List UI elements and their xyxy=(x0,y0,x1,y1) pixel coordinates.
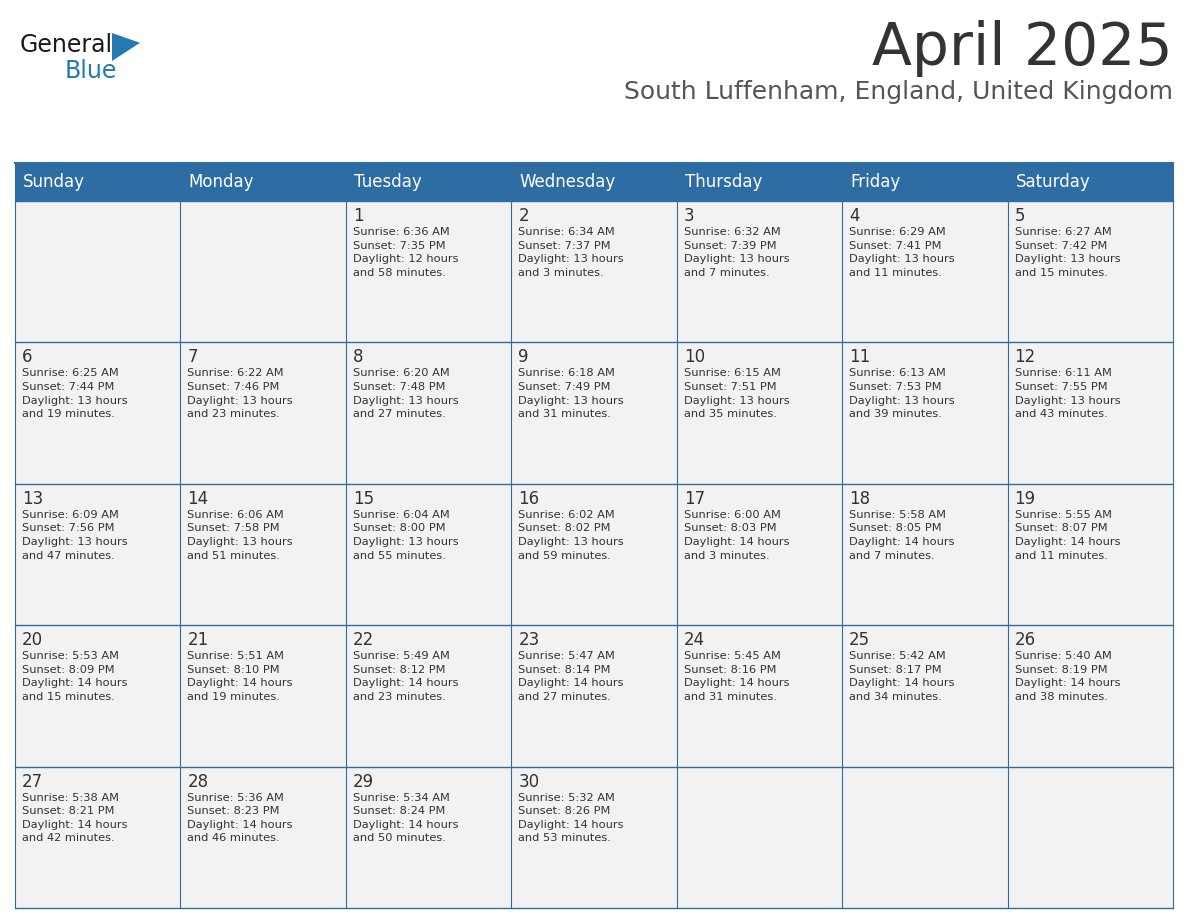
Text: Sunrise: 6:02 AM
Sunset: 8:02 PM
Daylight: 13 hours
and 59 minutes.: Sunrise: 6:02 AM Sunset: 8:02 PM Dayligh… xyxy=(518,509,624,561)
Bar xyxy=(15,163,1173,201)
Text: Friday: Friday xyxy=(851,173,901,191)
Text: 29: 29 xyxy=(353,773,374,790)
Text: Sunrise: 5:38 AM
Sunset: 8:21 PM
Daylight: 14 hours
and 42 minutes.: Sunrise: 5:38 AM Sunset: 8:21 PM Dayligh… xyxy=(23,792,127,844)
Text: 15: 15 xyxy=(353,490,374,508)
Text: 5: 5 xyxy=(1015,207,1025,225)
Text: 25: 25 xyxy=(849,632,871,649)
Text: Sunrise: 6:04 AM
Sunset: 8:00 PM
Daylight: 13 hours
and 55 minutes.: Sunrise: 6:04 AM Sunset: 8:00 PM Dayligh… xyxy=(353,509,459,561)
Text: South Luffenham, England, United Kingdom: South Luffenham, England, United Kingdom xyxy=(624,80,1173,104)
Text: Sunrise: 5:49 AM
Sunset: 8:12 PM
Daylight: 14 hours
and 23 minutes.: Sunrise: 5:49 AM Sunset: 8:12 PM Dayligh… xyxy=(353,651,459,702)
Text: 13: 13 xyxy=(23,490,43,508)
Text: Tuesday: Tuesday xyxy=(354,173,422,191)
Text: Sunrise: 6:18 AM
Sunset: 7:49 PM
Daylight: 13 hours
and 31 minutes.: Sunrise: 6:18 AM Sunset: 7:49 PM Dayligh… xyxy=(518,368,624,420)
Text: 28: 28 xyxy=(188,773,209,790)
Text: Sunrise: 6:29 AM
Sunset: 7:41 PM
Daylight: 13 hours
and 11 minutes.: Sunrise: 6:29 AM Sunset: 7:41 PM Dayligh… xyxy=(849,227,955,278)
Text: Blue: Blue xyxy=(65,59,118,83)
Text: 20: 20 xyxy=(23,632,43,649)
Text: 8: 8 xyxy=(353,349,364,366)
Text: Sunrise: 5:53 AM
Sunset: 8:09 PM
Daylight: 14 hours
and 15 minutes.: Sunrise: 5:53 AM Sunset: 8:09 PM Dayligh… xyxy=(23,651,127,702)
Text: 11: 11 xyxy=(849,349,871,366)
Text: Sunrise: 6:09 AM
Sunset: 7:56 PM
Daylight: 13 hours
and 47 minutes.: Sunrise: 6:09 AM Sunset: 7:56 PM Dayligh… xyxy=(23,509,127,561)
Text: 19: 19 xyxy=(1015,490,1036,508)
Bar xyxy=(15,484,1173,625)
Text: 1: 1 xyxy=(353,207,364,225)
Bar xyxy=(15,342,1173,484)
Text: Saturday: Saturday xyxy=(1016,173,1091,191)
Text: General: General xyxy=(20,33,113,57)
Text: Monday: Monday xyxy=(189,173,254,191)
Polygon shape xyxy=(112,33,140,61)
Text: 16: 16 xyxy=(518,490,539,508)
Text: Sunrise: 5:34 AM
Sunset: 8:24 PM
Daylight: 14 hours
and 50 minutes.: Sunrise: 5:34 AM Sunset: 8:24 PM Dayligh… xyxy=(353,792,459,844)
Bar xyxy=(15,201,1173,342)
Text: Sunrise: 5:36 AM
Sunset: 8:23 PM
Daylight: 14 hours
and 46 minutes.: Sunrise: 5:36 AM Sunset: 8:23 PM Dayligh… xyxy=(188,792,293,844)
Text: April 2025: April 2025 xyxy=(872,20,1173,77)
Text: Sunrise: 5:40 AM
Sunset: 8:19 PM
Daylight: 14 hours
and 38 minutes.: Sunrise: 5:40 AM Sunset: 8:19 PM Dayligh… xyxy=(1015,651,1120,702)
Text: Sunrise: 5:45 AM
Sunset: 8:16 PM
Daylight: 14 hours
and 31 minutes.: Sunrise: 5:45 AM Sunset: 8:16 PM Dayligh… xyxy=(684,651,789,702)
Bar xyxy=(15,625,1173,767)
Text: 12: 12 xyxy=(1015,349,1036,366)
Text: 2: 2 xyxy=(518,207,529,225)
Text: 17: 17 xyxy=(684,490,704,508)
Text: Sunrise: 6:20 AM
Sunset: 7:48 PM
Daylight: 13 hours
and 27 minutes.: Sunrise: 6:20 AM Sunset: 7:48 PM Dayligh… xyxy=(353,368,459,420)
Text: 3: 3 xyxy=(684,207,694,225)
Text: 9: 9 xyxy=(518,349,529,366)
Text: Sunrise: 6:15 AM
Sunset: 7:51 PM
Daylight: 13 hours
and 35 minutes.: Sunrise: 6:15 AM Sunset: 7:51 PM Dayligh… xyxy=(684,368,789,420)
Text: Sunrise: 5:42 AM
Sunset: 8:17 PM
Daylight: 14 hours
and 34 minutes.: Sunrise: 5:42 AM Sunset: 8:17 PM Dayligh… xyxy=(849,651,955,702)
Text: Sunrise: 6:27 AM
Sunset: 7:42 PM
Daylight: 13 hours
and 15 minutes.: Sunrise: 6:27 AM Sunset: 7:42 PM Dayligh… xyxy=(1015,227,1120,278)
Text: Sunrise: 5:32 AM
Sunset: 8:26 PM
Daylight: 14 hours
and 53 minutes.: Sunrise: 5:32 AM Sunset: 8:26 PM Dayligh… xyxy=(518,792,624,844)
Text: Sunrise: 6:25 AM
Sunset: 7:44 PM
Daylight: 13 hours
and 19 minutes.: Sunrise: 6:25 AM Sunset: 7:44 PM Dayligh… xyxy=(23,368,127,420)
Text: Sunrise: 5:47 AM
Sunset: 8:14 PM
Daylight: 14 hours
and 27 minutes.: Sunrise: 5:47 AM Sunset: 8:14 PM Dayligh… xyxy=(518,651,624,702)
Text: 30: 30 xyxy=(518,773,539,790)
Text: Wednesday: Wednesday xyxy=(519,173,615,191)
Text: 18: 18 xyxy=(849,490,871,508)
Text: Sunrise: 6:22 AM
Sunset: 7:46 PM
Daylight: 13 hours
and 23 minutes.: Sunrise: 6:22 AM Sunset: 7:46 PM Dayligh… xyxy=(188,368,293,420)
Text: 10: 10 xyxy=(684,349,704,366)
Text: Sunday: Sunday xyxy=(23,173,86,191)
Text: Sunrise: 6:11 AM
Sunset: 7:55 PM
Daylight: 13 hours
and 43 minutes.: Sunrise: 6:11 AM Sunset: 7:55 PM Dayligh… xyxy=(1015,368,1120,420)
Text: 22: 22 xyxy=(353,632,374,649)
Text: Sunrise: 5:58 AM
Sunset: 8:05 PM
Daylight: 14 hours
and 7 minutes.: Sunrise: 5:58 AM Sunset: 8:05 PM Dayligh… xyxy=(849,509,955,561)
Text: Sunrise: 6:13 AM
Sunset: 7:53 PM
Daylight: 13 hours
and 39 minutes.: Sunrise: 6:13 AM Sunset: 7:53 PM Dayligh… xyxy=(849,368,955,420)
Text: 26: 26 xyxy=(1015,632,1036,649)
Text: Sunrise: 5:55 AM
Sunset: 8:07 PM
Daylight: 14 hours
and 11 minutes.: Sunrise: 5:55 AM Sunset: 8:07 PM Dayligh… xyxy=(1015,509,1120,561)
Text: 14: 14 xyxy=(188,490,209,508)
Bar xyxy=(15,767,1173,908)
Text: 27: 27 xyxy=(23,773,43,790)
Text: 24: 24 xyxy=(684,632,704,649)
Text: Sunrise: 6:34 AM
Sunset: 7:37 PM
Daylight: 13 hours
and 3 minutes.: Sunrise: 6:34 AM Sunset: 7:37 PM Dayligh… xyxy=(518,227,624,278)
Text: 7: 7 xyxy=(188,349,198,366)
Text: Sunrise: 6:00 AM
Sunset: 8:03 PM
Daylight: 14 hours
and 3 minutes.: Sunrise: 6:00 AM Sunset: 8:03 PM Dayligh… xyxy=(684,509,789,561)
Text: 23: 23 xyxy=(518,632,539,649)
Text: Sunrise: 6:32 AM
Sunset: 7:39 PM
Daylight: 13 hours
and 7 minutes.: Sunrise: 6:32 AM Sunset: 7:39 PM Dayligh… xyxy=(684,227,789,278)
Text: 6: 6 xyxy=(23,349,32,366)
Text: Sunrise: 6:36 AM
Sunset: 7:35 PM
Daylight: 12 hours
and 58 minutes.: Sunrise: 6:36 AM Sunset: 7:35 PM Dayligh… xyxy=(353,227,459,278)
Text: Thursday: Thursday xyxy=(684,173,762,191)
Text: Sunrise: 6:06 AM
Sunset: 7:58 PM
Daylight: 13 hours
and 51 minutes.: Sunrise: 6:06 AM Sunset: 7:58 PM Dayligh… xyxy=(188,509,293,561)
Text: 4: 4 xyxy=(849,207,860,225)
Text: 21: 21 xyxy=(188,632,209,649)
Text: Sunrise: 5:51 AM
Sunset: 8:10 PM
Daylight: 14 hours
and 19 minutes.: Sunrise: 5:51 AM Sunset: 8:10 PM Dayligh… xyxy=(188,651,293,702)
